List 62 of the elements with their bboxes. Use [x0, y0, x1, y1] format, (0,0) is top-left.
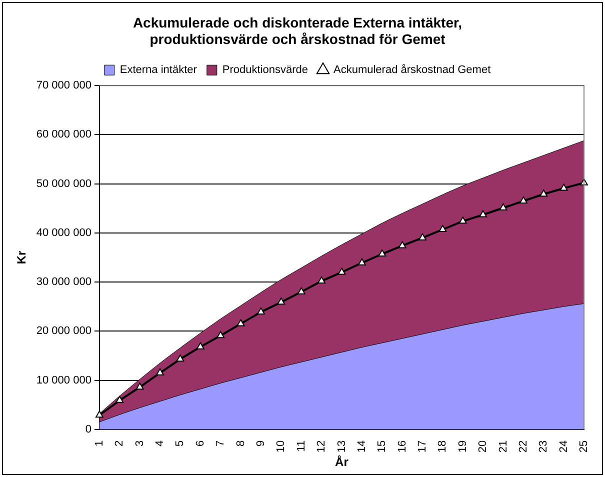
point: [540, 190, 548, 197]
point: [418, 233, 426, 240]
point: [479, 210, 488, 218]
point: [458, 216, 467, 224]
x-tick-label: 6: [194, 440, 206, 446]
point: [438, 224, 447, 232]
point: [519, 196, 528, 204]
point: [156, 368, 164, 376]
y-tick-label: 50 000 000: [36, 178, 92, 190]
point: [216, 331, 225, 338]
x-tick-label: 14: [356, 440, 368, 453]
x-tick-label: 25: [578, 440, 590, 453]
x-tick-label: 22: [517, 440, 530, 453]
y-tick-label: 30 000 000: [36, 276, 92, 288]
y-axis-title: Kr: [14, 250, 29, 264]
x-tick-label: 13: [336, 440, 348, 453]
point: [116, 396, 124, 403]
legend-label: Produktionsvärde: [222, 64, 308, 76]
point: [378, 250, 386, 257]
x-tick-label: 17: [416, 440, 429, 453]
point: [338, 268, 346, 275]
x-tick-label: 12: [316, 440, 328, 453]
x-tick-label: 23: [538, 440, 550, 453]
chart-title: Ackumulerade och diskonterade Externa intäkter, produktionsvärde och årskostnad för Gemet: [132, 14, 462, 48]
x-tick-label: 11: [295, 440, 308, 452]
x-tick-label: 9: [255, 440, 267, 446]
x-tick-label: 19: [456, 440, 469, 453]
x-tick-label: 20: [477, 440, 490, 453]
y-tick-label: 70 000 000: [36, 80, 92, 92]
point: [318, 276, 326, 284]
x-tick-label: 8: [234, 440, 247, 446]
point: [236, 319, 245, 326]
x-tick-label: 24: [558, 440, 570, 453]
x-tick-label: 18: [436, 440, 449, 453]
y-tick-label: 10 000 000: [36, 374, 92, 386]
x-tick-label: 1: [93, 440, 106, 446]
x-axis-title: År: [335, 455, 349, 470]
x-tick-label: 3: [134, 440, 146, 446]
point: [136, 382, 144, 390]
x-tick-label: 16: [396, 440, 408, 453]
legend-label: Ackumulerad årskostnad Gemet: [334, 64, 491, 76]
x-tick-label: 4: [154, 440, 166, 446]
y-tick-label: 0: [85, 423, 92, 436]
point: [277, 298, 286, 305]
point: [358, 258, 366, 266]
point: [499, 203, 508, 210]
y-tick-label: 40 000 000: [36, 226, 92, 239]
x-tick-label: 10: [275, 440, 288, 453]
point: [398, 241, 406, 248]
x-tick-label: 7: [214, 440, 227, 446]
x-tick-label: 2: [114, 440, 126, 446]
legend-label: Externa intäkter: [120, 64, 198, 76]
point: [297, 287, 306, 294]
x-tick-label: 21: [497, 440, 510, 453]
y-tick-label: 60 000 000: [36, 128, 92, 141]
point: [257, 307, 265, 314]
point: [196, 342, 204, 350]
x-tick-label: 5: [174, 440, 186, 446]
point: [560, 184, 568, 191]
y-tick-label: 20 000 000: [36, 325, 92, 338]
point: [176, 354, 184, 362]
x-tick-label: 15: [376, 440, 388, 453]
